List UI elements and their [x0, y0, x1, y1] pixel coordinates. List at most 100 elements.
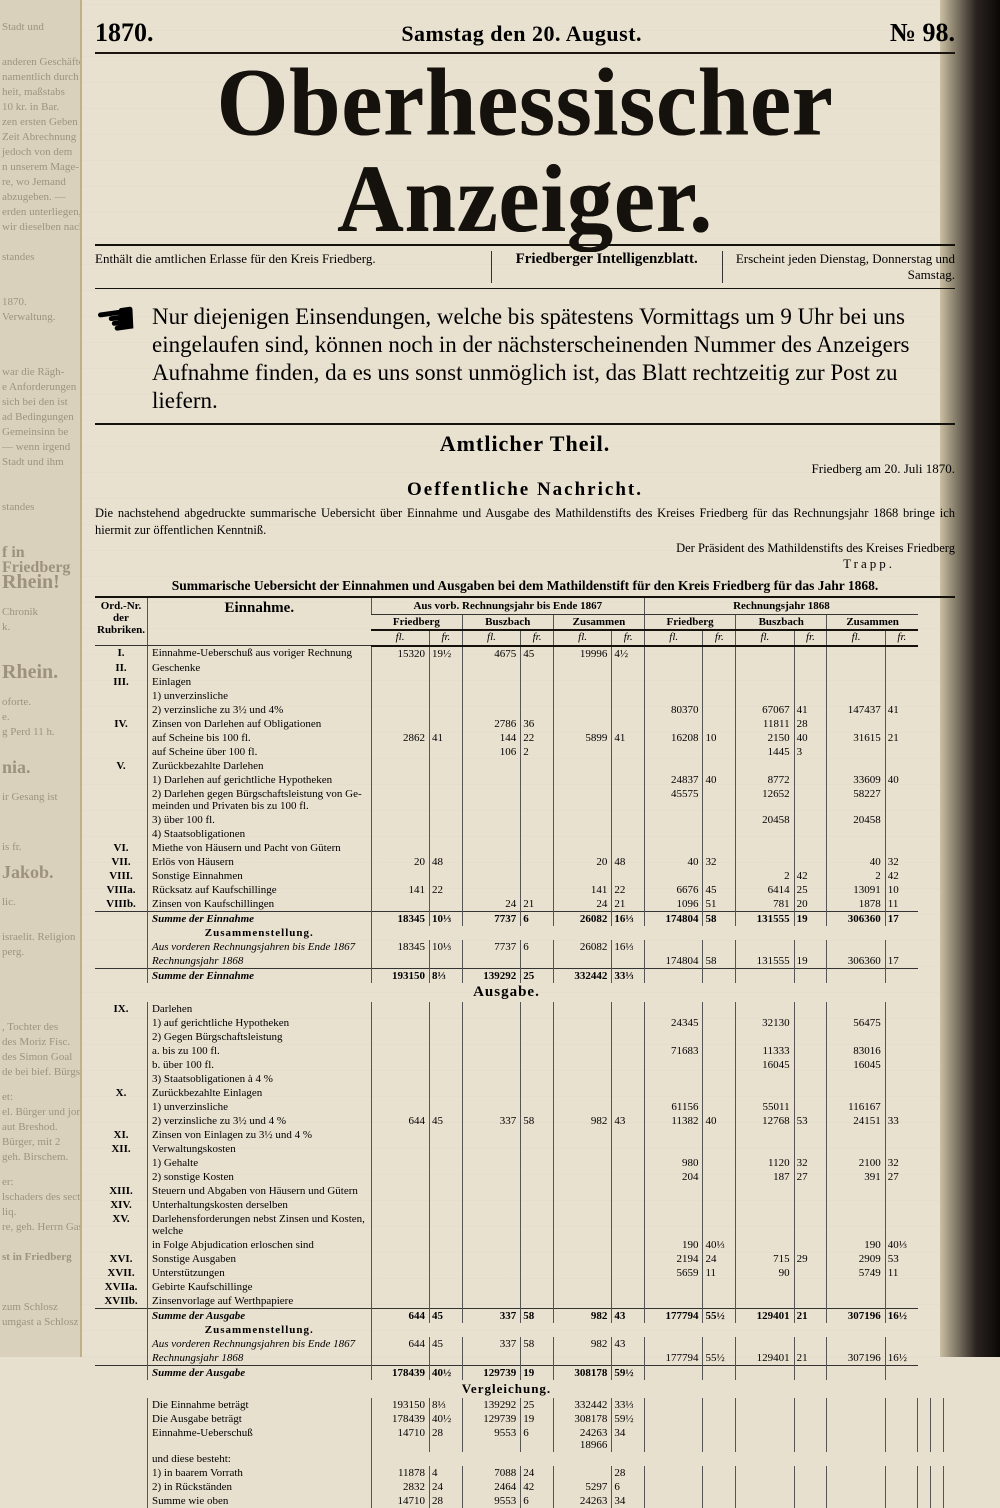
- aus-row-7-kr-5: [885, 1100, 918, 1114]
- row-desc-label: 4) Staatsobligationen: [147, 827, 371, 841]
- ein-row-10-kr-3: [703, 787, 736, 813]
- aus-row-3-fl-5: 83016: [827, 1044, 885, 1058]
- aus-row-4-kr-0: [430, 1058, 463, 1072]
- einnahme-zus-row-1-kr-5: 17: [885, 954, 918, 969]
- aus-row-10-fl-2: [553, 1142, 611, 1156]
- ein-row-0-fl-3: [645, 646, 703, 661]
- aus-row-9-kr-3: [703, 1128, 736, 1142]
- ein-row-5-kr-2: [612, 717, 645, 731]
- row-ord-label: VIIIa.: [95, 883, 147, 897]
- ein-row-12-kr-2: [612, 827, 645, 841]
- editorial-notice: ☛ Nur diejenigen Einsendungen, welche bi…: [95, 303, 955, 415]
- ein-row-1-kr-4: [794, 661, 827, 675]
- aus-row-18-fl-5: 5749: [827, 1266, 885, 1280]
- ein-row-14-fl-1: [462, 855, 520, 869]
- ein-row-5-kr-0: [430, 717, 463, 731]
- ein-row-5-fl-0: [371, 717, 429, 731]
- ein-row-6-kr-1: 22: [521, 731, 554, 745]
- ein-row-1-kr-0: [430, 661, 463, 675]
- table-row-einnahme: VIII. Sonstige Einnahmen 2 42 2 42: [95, 869, 955, 883]
- ein-row-1-fl-4: [736, 661, 794, 675]
- aus-row-1-fl-1: [462, 1016, 520, 1030]
- aus-row-20-fl-4: [736, 1294, 794, 1309]
- aus-row-6-fl-1: [462, 1086, 520, 1100]
- aus-row-1-fl-5: 56475: [827, 1016, 885, 1030]
- ein-row-11-fl-5: 20458: [827, 813, 885, 827]
- ausgabe-sum-row-kr-3: 55½: [703, 1308, 736, 1323]
- aus-row-4-fl-2: [553, 1058, 611, 1072]
- einnahme-sum-row-kr-4: 19: [794, 911, 827, 926]
- aus-row-19-kr-5: [885, 1280, 918, 1294]
- einnahme-sum-row-fl-2: 26082: [553, 911, 611, 926]
- row-desc-label: a. bis zu 100 fl.: [147, 1044, 371, 1058]
- table-row-ausgabe: XVI. Sonstige Ausgaben 2194 24 715 29 2909 53: [95, 1252, 955, 1266]
- ausgabe-zus-row-1: Rechnungsjahr 1868 177794 55½ 129401 21 30719…: [95, 1351, 955, 1366]
- ausgabe-sum-row-kr-1: 58: [521, 1308, 554, 1323]
- aus-row-12-kr-4: 27: [794, 1170, 827, 1184]
- ein-row-15-fl-4: 2: [736, 869, 794, 883]
- row-desc-label: 2) verzinsliche zu 3½ und 4 %: [147, 1114, 371, 1128]
- ein-row-12-fl-5: [827, 827, 885, 841]
- aus-row-19-kr-1: [521, 1280, 554, 1294]
- ein-row-13-kr-2: [612, 841, 645, 855]
- aus-row-17-fl-3: 2194: [645, 1252, 703, 1266]
- ausgabe-zus-row-0-kr-5: [885, 1337, 918, 1351]
- aus-row-16-kr-3: 40⅓: [703, 1238, 736, 1252]
- ein-row-2-fl-2: [553, 675, 611, 689]
- ausgabe-zus-row-1-fl-4: 129401: [736, 1351, 794, 1366]
- ein-row-7-kr-4: 3: [794, 745, 827, 759]
- row-desc-label: Zinsen von Kaufschillingen: [147, 897, 371, 912]
- ein-row-11-fl-4: 20458: [736, 813, 794, 827]
- row-ord-label: XVIIa.: [95, 1280, 147, 1294]
- ein-row-5-fl-3: [645, 717, 703, 731]
- einnahme-total-row-kr-0: 8⅓: [430, 968, 463, 983]
- ein-row-6-kr-3: 10: [703, 731, 736, 745]
- aus-row-2-fl-1: [462, 1030, 520, 1044]
- table-row-ausgabe: XVIIa. Gebirte Kaufschillinge: [95, 1280, 955, 1294]
- row-desc-label: Steuern und Abgaben von Häusern und Güte…: [147, 1184, 371, 1198]
- row-desc-label: Einlagen: [147, 675, 371, 689]
- ein-row-0-kr-4: [794, 646, 827, 661]
- ausgabe-total-row-kr-1: 19: [521, 1365, 554, 1380]
- row-ord-label: XVI.: [95, 1252, 147, 1266]
- aus-row-1-kr-3: [703, 1016, 736, 1030]
- aus-row-4-fl-0: [371, 1058, 429, 1072]
- aus-row-12-fl-0: [371, 1170, 429, 1184]
- aus-row-0-kr-5: [885, 1002, 918, 1016]
- aus-row-5-kr-4: [794, 1072, 827, 1086]
- aus-row-16-fl-4: [736, 1238, 794, 1252]
- row-desc-label: auf Scheine bis 100 fl.: [147, 731, 371, 745]
- aus-row-3-kr-1: [521, 1044, 554, 1058]
- aus-row-9-fl-4: [736, 1128, 794, 1142]
- ein-row-2-fl-4: [736, 675, 794, 689]
- ausgabe-zus-row-0-kr-2: 43: [612, 1337, 645, 1351]
- aus-row-3-kr-3: [703, 1044, 736, 1058]
- einnahme-sum-row-fl-1: 7737: [462, 911, 520, 926]
- ein-row-5-kr-3: [703, 717, 736, 731]
- ein-row-6-kr-4: 40: [794, 731, 827, 745]
- ein-row-14-kr-5: 32: [885, 855, 918, 869]
- aus-row-3-fl-2: [553, 1044, 611, 1058]
- ein-row-0-kr-3: [703, 646, 736, 661]
- aus-row-2-kr-3: [703, 1030, 736, 1044]
- ein-row-13-kr-1: [521, 841, 554, 855]
- ein-row-6-kr-2: 41: [612, 731, 645, 745]
- table-row-einnahme: auf Scheine über 100 fl. 106 2 1445 3: [95, 745, 955, 759]
- ein-row-0-kr-1: 45: [521, 646, 554, 661]
- ein-row-1-fl-0: [371, 661, 429, 675]
- aus-row-8-fl-2: 982: [553, 1114, 611, 1128]
- aus-row-15-kr-4: [794, 1212, 827, 1238]
- einnahme-total-row-kr-4: [794, 968, 827, 983]
- col-header-ord: Ord.-Nr. der Rubriken.: [95, 597, 147, 646]
- aus-row-4-kr-3: [703, 1058, 736, 1072]
- signoff-name: Trapp.: [95, 556, 955, 572]
- ein-row-11-kr-1: [521, 813, 554, 827]
- row-desc-label: 1) Gehalte: [147, 1156, 371, 1170]
- aus-row-2-fl-0: [371, 1030, 429, 1044]
- ein-row-9-fl-0: [371, 773, 429, 787]
- table-row-einnahme: I. Einnahme-Ueberschuß aus voriger Rechn…: [95, 646, 955, 661]
- ausgabe-zus-row-0-fl-4: [736, 1337, 794, 1351]
- ein-row-15-fl-3: [645, 869, 703, 883]
- ausgabe-sum-row-fl-3: 177794: [645, 1308, 703, 1323]
- aus-row-8-kr-0: 45: [430, 1114, 463, 1128]
